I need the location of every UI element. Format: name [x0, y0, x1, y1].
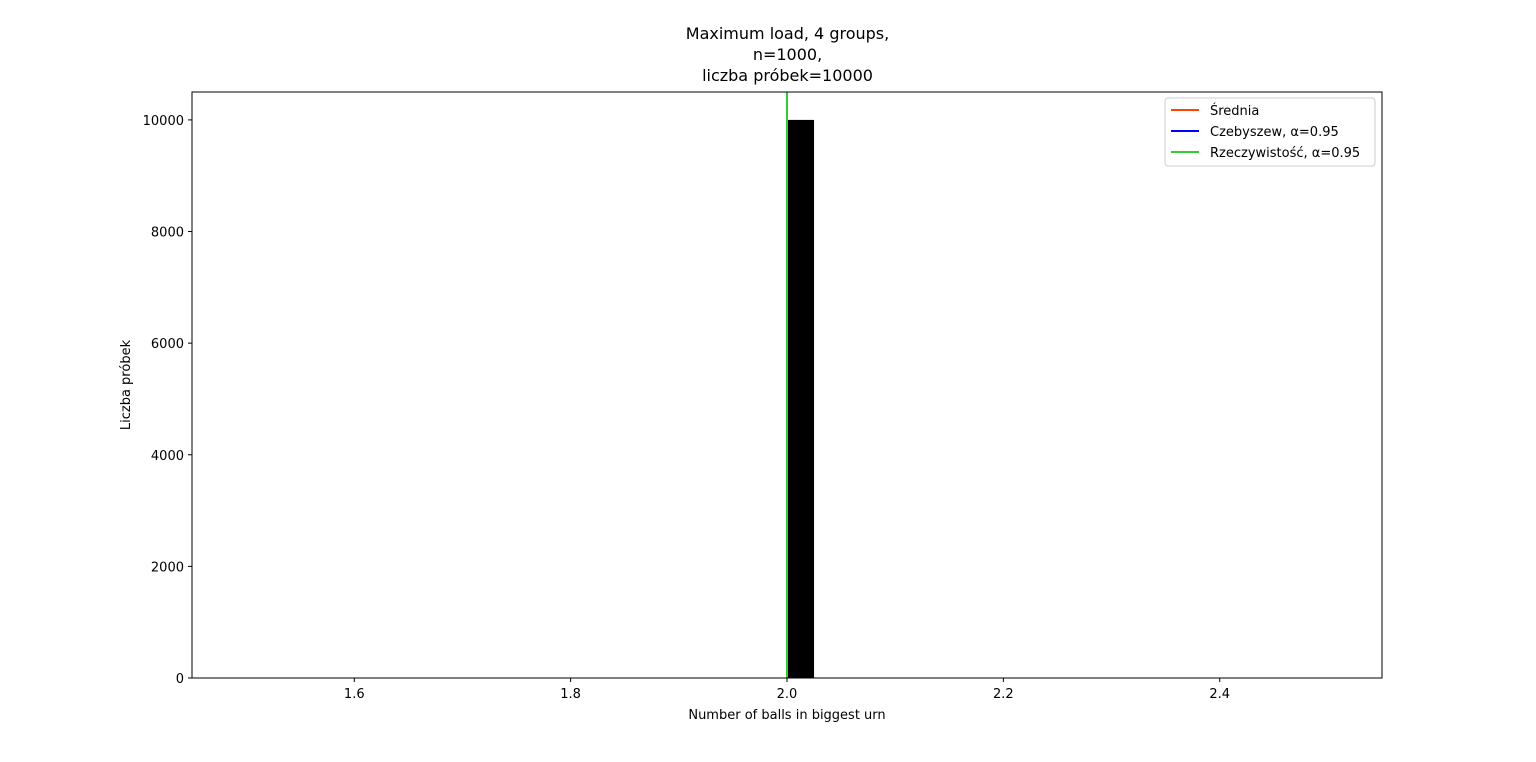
y-tick-label: 8000 — [151, 226, 184, 241]
x-axis-label: Number of balls in biggest urn — [688, 708, 885, 723]
legend-label: Rzeczywistość, α=0.95 — [1210, 146, 1360, 161]
chart-title-line-1: Maximum load, 4 groups, — [685, 24, 890, 43]
legend-label: Czebyszew, α=0.95 — [1210, 125, 1339, 140]
legend: Średnia Czebyszew, α=0.95 Rzeczywistość, α… — [1164, 97, 1376, 167]
y-axis-label: Liczba próbek — [119, 339, 134, 430]
x-tick-label: 1.6 — [344, 687, 365, 702]
x-tick-label: 1.8 — [560, 687, 581, 702]
y-tick-label: 4000 — [151, 449, 184, 464]
y-tick-label: 2000 — [151, 560, 184, 575]
x-axis-ticks: 1.6 1.8 2.0 2.2 2.4 — [344, 678, 1230, 702]
chart-title-line-2: n=1000, — [752, 45, 823, 64]
x-tick-label: 2.0 — [777, 687, 798, 702]
x-tick-label: 2.2 — [993, 687, 1014, 702]
y-tick-label: 10000 — [143, 114, 184, 129]
x-tick-label: 2.4 — [1209, 687, 1230, 702]
legend-label: Średnia — [1210, 103, 1259, 119]
bar-0 — [787, 119, 815, 678]
y-tick-label: 0 — [176, 672, 184, 687]
chart-title-line-3: liczba próbek=10000 — [702, 66, 873, 85]
y-axis-ticks: 0 2000 4000 6000 8000 10000 — [143, 114, 192, 687]
y-tick-label: 6000 — [151, 337, 184, 352]
legend-box — [1164, 97, 1376, 167]
bars-layer — [787, 119, 815, 678]
